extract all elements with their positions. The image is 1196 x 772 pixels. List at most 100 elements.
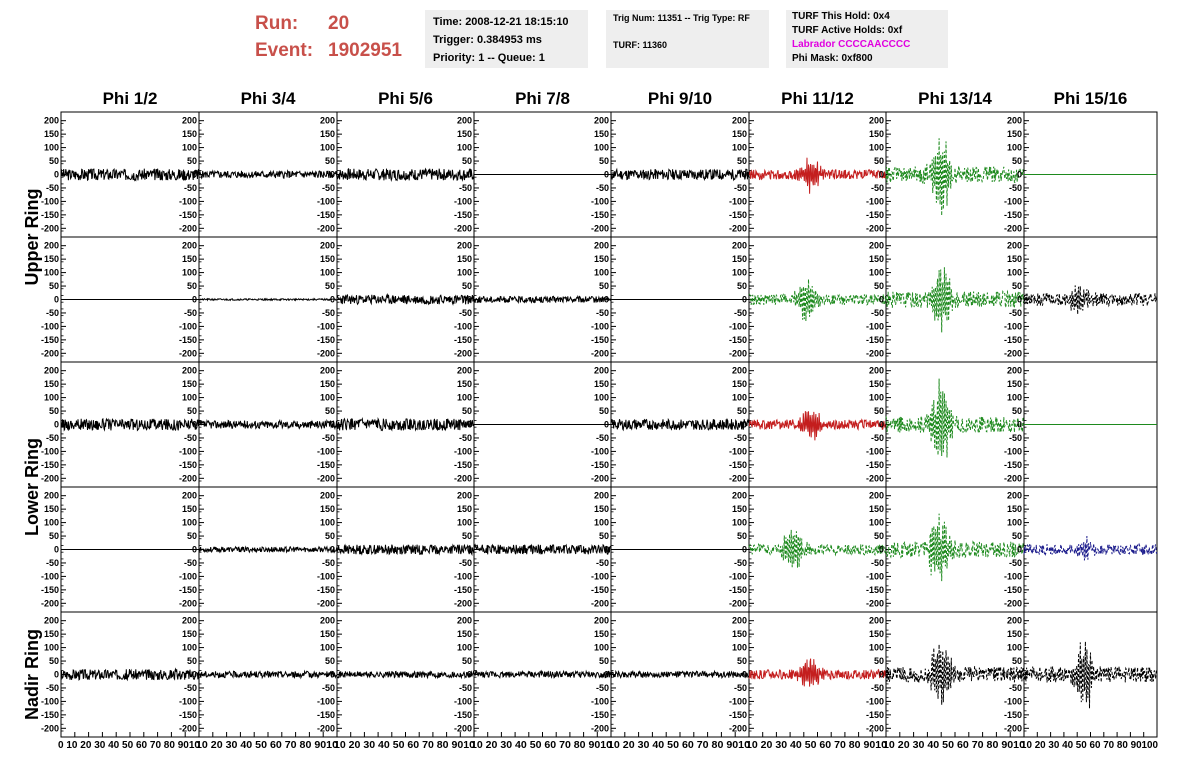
waveform-series <box>60 667 200 682</box>
y-tick-label: 200 <box>182 241 197 251</box>
y-tick-label: 150 <box>594 129 609 139</box>
y-tick-label: 0 <box>1017 545 1022 555</box>
y-tick-label: 50 <box>49 406 59 416</box>
waveform-series <box>1023 641 1158 709</box>
y-tick-label: 50 <box>325 406 335 416</box>
y-tick-label: 100 <box>594 143 609 153</box>
y-tick-label: 150 <box>457 629 472 639</box>
x-tick-labels: 10 20 30 40 50 60 70 80 9010 <box>196 740 338 751</box>
x-tick-labels: 10 20 30 40 50 60 70 80 9010 <box>883 740 1025 751</box>
column-header: Phi 7/8 <box>515 89 570 108</box>
y-tick-label: 200 <box>594 616 609 626</box>
y-tick-label: 0 <box>742 295 747 305</box>
column-header: Phi 11/12 <box>781 89 854 108</box>
y-tick-label: -150 <box>591 710 609 720</box>
y-tick-label: 150 <box>457 379 472 389</box>
y-tick-label: -200 <box>454 598 472 608</box>
y-tick-label: -150 <box>729 460 747 470</box>
y-tick-label: -150 <box>454 710 472 720</box>
y-tick-label: 100 <box>320 518 335 528</box>
y-tick-label: 50 <box>49 281 59 291</box>
y-tick-label: 100 <box>594 268 609 278</box>
y-tick-label: 0 <box>467 420 472 430</box>
y-tick-label: 150 <box>1007 629 1022 639</box>
y-tick-label: 200 <box>1007 616 1022 626</box>
y-tick-label: -150 <box>179 210 197 220</box>
y-tick-label: 50 <box>462 406 472 416</box>
y-tick-label: 150 <box>182 129 197 139</box>
y-tick-label: -150 <box>179 585 197 595</box>
y-tick-label: 100 <box>320 643 335 653</box>
y-tick-label: 200 <box>182 491 197 501</box>
y-tick-label: -50 <box>322 308 335 318</box>
y-tick-label: 150 <box>732 504 747 514</box>
y-tick-label: 200 <box>457 366 472 376</box>
y-tick-label: 0 <box>604 170 609 180</box>
x-tick-labels: 10 20 30 40 50 60 70 80 9010 <box>471 740 612 751</box>
y-tick-label: -150 <box>591 210 609 220</box>
y-tick-label: -150 <box>41 710 59 720</box>
y-tick-label: -100 <box>729 696 747 706</box>
y-tick-label: 0 <box>192 545 197 555</box>
y-tick-label: -150 <box>729 210 747 220</box>
y-tick-label: 150 <box>320 629 335 639</box>
y-tick-label: -100 <box>454 571 472 581</box>
y-tick-label: 150 <box>457 504 472 514</box>
y-tick-label: 100 <box>1007 643 1022 653</box>
y-tick-label: -50 <box>596 683 609 693</box>
y-tick-label: -50 <box>734 308 747 318</box>
y-tick-label: 200 <box>44 616 59 626</box>
y-tick-label: 0 <box>54 170 59 180</box>
turf-hold-panel: TURF This Hold: 0x4 TURF Active Holds: 0… <box>786 10 948 68</box>
y-tick-label: -100 <box>41 696 59 706</box>
y-tick-label: 0 <box>330 295 335 305</box>
y-tick-label: 0 <box>192 670 197 680</box>
y-tick-label: -100 <box>1004 196 1022 206</box>
y-tick-label: 150 <box>457 129 472 139</box>
y-tick-label: 0 <box>879 295 884 305</box>
y-tick-label: 200 <box>732 616 747 626</box>
y-tick-label: 150 <box>1007 379 1022 389</box>
y-tick-label: 50 <box>874 406 884 416</box>
y-tick-label: 200 <box>44 116 59 126</box>
turf-text: TURF: 11360 <box>613 40 668 50</box>
y-tick-label: -100 <box>866 321 884 331</box>
waveform-series <box>748 411 887 441</box>
y-tick-label: -150 <box>179 335 197 345</box>
y-tick-label: -50 <box>46 558 59 568</box>
y-tick-label: -200 <box>729 723 747 733</box>
y-tick-label: -50 <box>459 433 472 443</box>
y-tick-label: -100 <box>729 446 747 456</box>
y-tick-label: -50 <box>184 308 197 318</box>
y-tick-label: -150 <box>729 710 747 720</box>
y-tick-label: -100 <box>179 696 197 706</box>
y-tick-label: 100 <box>869 643 884 653</box>
y-tick-label: 100 <box>732 143 747 153</box>
y-tick-label: -150 <box>317 710 335 720</box>
y-tick-label: 100 <box>1007 518 1022 528</box>
column-header: Phi 13/14 <box>918 89 992 108</box>
y-tick-label: 50 <box>325 281 335 291</box>
y-tick-label: -150 <box>591 335 609 345</box>
y-tick-label: 50 <box>49 156 59 166</box>
y-tick-label: 200 <box>732 491 747 501</box>
trig-num-panel: Trig Num: 11351 -- Trig Type: RF TURF: 1… <box>606 10 769 68</box>
y-tick-label: -200 <box>179 223 197 233</box>
waveform-series <box>748 279 887 322</box>
y-tick-label: -200 <box>179 473 197 483</box>
y-tick-label: -200 <box>179 723 197 733</box>
y-tick-label: 0 <box>467 670 472 680</box>
y-tick-label: -100 <box>866 696 884 706</box>
waveform-series <box>199 297 338 302</box>
x-tick-labels: 10 20 30 40 50 60 70 80 90100 <box>1021 740 1158 751</box>
y-tick-label: -200 <box>1004 723 1022 733</box>
y-tick-label: -100 <box>317 321 335 331</box>
y-tick-label: 150 <box>732 129 747 139</box>
phi-mask-text: Phi Mask: 0xf800 <box>792 53 873 64</box>
y-tick-label: 200 <box>732 366 747 376</box>
waveform-series <box>885 513 1025 582</box>
column-header: Phi 9/10 <box>648 89 712 108</box>
waveform-series <box>885 138 1025 216</box>
y-tick-label: 200 <box>44 241 59 251</box>
y-tick-label: 0 <box>330 170 335 180</box>
